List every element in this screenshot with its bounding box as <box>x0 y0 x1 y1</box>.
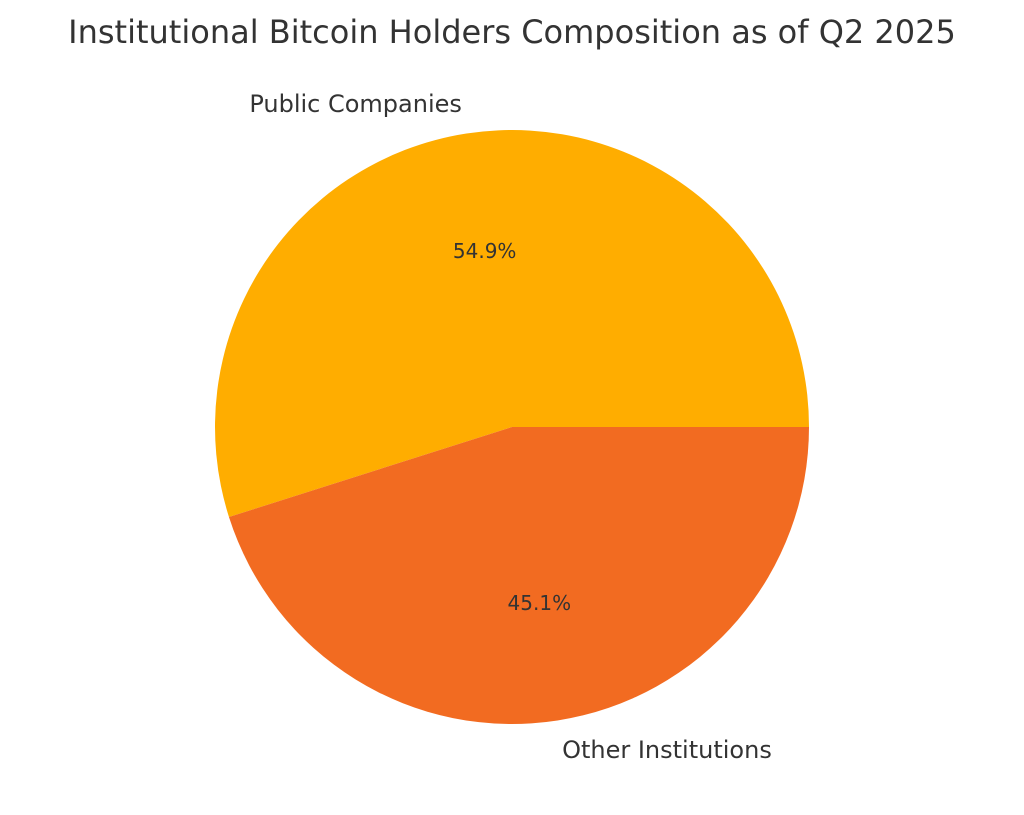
pie-labels: Public Companies 54.9% Other Institutions 4… <box>249 90 772 764</box>
slice-percent-label: 54.9% <box>453 239 517 263</box>
slice-category-label: Other Institutions <box>562 736 772 764</box>
pie-slice-other-institutions <box>228 427 809 724</box>
slice-category-label: Public Companies <box>249 90 462 118</box>
pie-slice-public-companies <box>214 129 809 518</box>
pie-slices <box>214 129 809 724</box>
slice-percent-label: 45.1% <box>508 591 572 615</box>
chart-title: Institutional Bitcoin Holders Compositio… <box>68 13 956 51</box>
